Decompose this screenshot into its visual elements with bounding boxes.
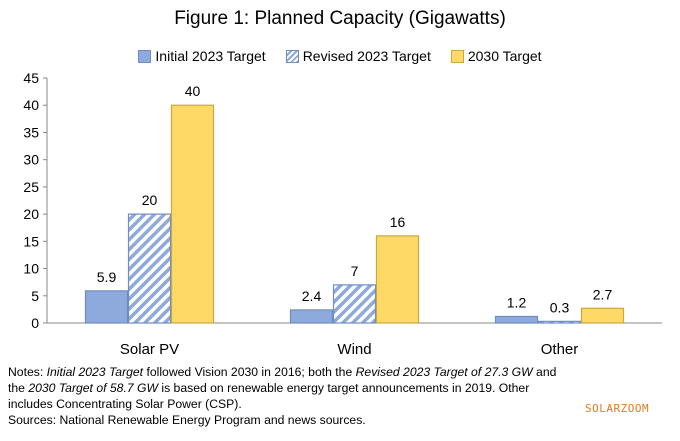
notes-text: Notes: — [8, 365, 47, 379]
notes-text: is based on renewable energy target anno… — [157, 381, 530, 395]
y-tick-label: 40 — [23, 97, 39, 113]
chart-notes: Notes: Initial 2023 Target followed Visi… — [8, 364, 678, 428]
data-label: 2.4 — [302, 288, 322, 304]
notes-text: followed Vision 2030 in 2016; both the — [143, 365, 356, 379]
bar — [580, 307, 625, 324]
legend-swatch-revised — [285, 49, 299, 63]
bar — [537, 320, 582, 324]
legend-label-revised: Revised 2023 Target — [302, 48, 431, 64]
legend-item-initial: Initial 2023 Target — [138, 48, 266, 64]
data-label: 7 — [351, 263, 359, 279]
data-label: 1.2 — [507, 294, 527, 310]
x-tick-label: Solar PV — [120, 341, 179, 358]
bar — [289, 309, 334, 324]
legend-label-initial: Initial 2023 Target — [155, 48, 266, 64]
bar — [332, 284, 377, 324]
data-label: 5.9 — [97, 269, 117, 285]
legend-swatch-2030 — [450, 49, 464, 63]
bar — [494, 315, 539, 324]
legend-label-2030: 2030 Target — [467, 48, 542, 64]
y-tick-label: 35 — [23, 124, 39, 140]
data-label: 40 — [185, 83, 201, 99]
y-tick-label: 30 — [23, 152, 39, 168]
notes-line-3: includes Concentrating Solar Power (CSP)… — [8, 397, 242, 411]
bar — [170, 104, 215, 324]
y-tick-label: 15 — [23, 233, 39, 249]
legend-swatch-initial — [138, 49, 152, 63]
data-label: 0.3 — [550, 299, 570, 315]
y-tick-label: 0 — [31, 315, 39, 331]
chart-bars: 5.9 20 40 2.4 7 16 1.2 0.3 2.7 — [84, 83, 625, 324]
notes-italic: 2030 Target of 58.7 GW — [28, 381, 158, 395]
chart-title: Figure 1: Planned Capacity (Gigawatts) — [174, 8, 506, 29]
y-tick-label: 5 — [31, 288, 39, 304]
data-label: 20 — [142, 192, 158, 208]
solarzoom-watermark: SOLARZOOM — [585, 402, 650, 415]
bar — [375, 235, 420, 324]
notes-italic: Initial 2023 Target — [46, 365, 144, 379]
y-tick-label: 25 — [23, 179, 39, 195]
bar — [84, 290, 129, 324]
data-label: 2.7 — [593, 286, 613, 302]
notes-italic: Revised 2023 Target of 27.3 GW — [355, 365, 533, 379]
chart-legend: Initial 2023 Target Revised 2023 Target … — [0, 48, 680, 64]
sources-line: Sources: National Renewable Energy Progr… — [8, 413, 366, 427]
legend-item-revised: Revised 2023 Target — [285, 48, 431, 64]
bar — [127, 213, 172, 324]
notes-text: the — [8, 381, 29, 395]
y-tick-label: 45 — [23, 70, 39, 86]
x-tick-label: Other — [541, 341, 579, 358]
legend-item-2030: 2030 Target — [450, 48, 542, 64]
notes-line-1: Notes: Initial 2023 Target followed Visi… — [8, 364, 678, 380]
y-tick-label: 20 — [23, 206, 39, 222]
x-tick-label: Wind — [337, 341, 371, 358]
notes-text: and — [532, 365, 557, 379]
bar-chart: 0 5 10 15 20 25 30 35 40 45 Solar PV Wind Other 5.9 2… — [23, 70, 662, 358]
y-tick-label: 10 — [23, 261, 39, 277]
data-label: 16 — [390, 214, 406, 230]
notes-line-2: the 2030 Target of 58.7 GW is based on r… — [8, 380, 678, 396]
